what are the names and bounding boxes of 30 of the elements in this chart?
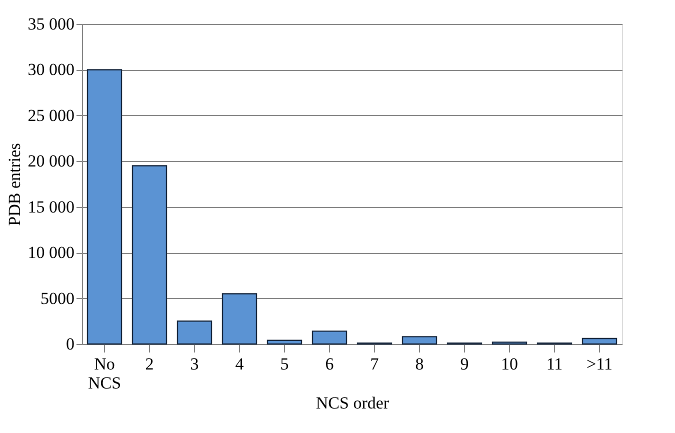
x-tick-label: >11 [586,354,612,374]
y-tick-label: 20 000 [28,152,74,171]
y-tick-label: 10 000 [28,243,74,262]
y-tick-label: 30 000 [28,60,74,80]
y-tick-label: 15 000 [28,197,74,216]
x-tick-label: 7 [370,354,380,374]
bar [402,336,438,345]
x-axis-title: NCS order [316,394,390,412]
bar [222,293,258,345]
bar [312,330,348,345]
y-tick-label: 35 000 [28,14,74,34]
y-axis-title: PDB entries [4,143,24,226]
x-tick-label: 8 [415,354,424,374]
x-tick-label: 10 [501,354,518,374]
y-tick-label: 5000 [40,288,74,308]
x-tick-label: 5 [280,354,289,374]
y-tick-label: 25 000 [28,106,74,125]
bar [132,165,168,345]
x-tick-label: 6 [325,354,334,374]
x-tick-label: 4 [235,354,244,374]
x-tick-label: 2 [145,354,154,374]
x-tick-label: 3 [190,354,199,374]
bar [582,338,618,345]
x-tick-label: No NCS [88,354,122,392]
y-tick-label: 0 [66,334,74,354]
bar [176,320,212,345]
x-tick-label: 11 [546,354,563,374]
x-tick-label: 9 [460,354,469,374]
bar [266,340,302,345]
bar [86,69,122,345]
